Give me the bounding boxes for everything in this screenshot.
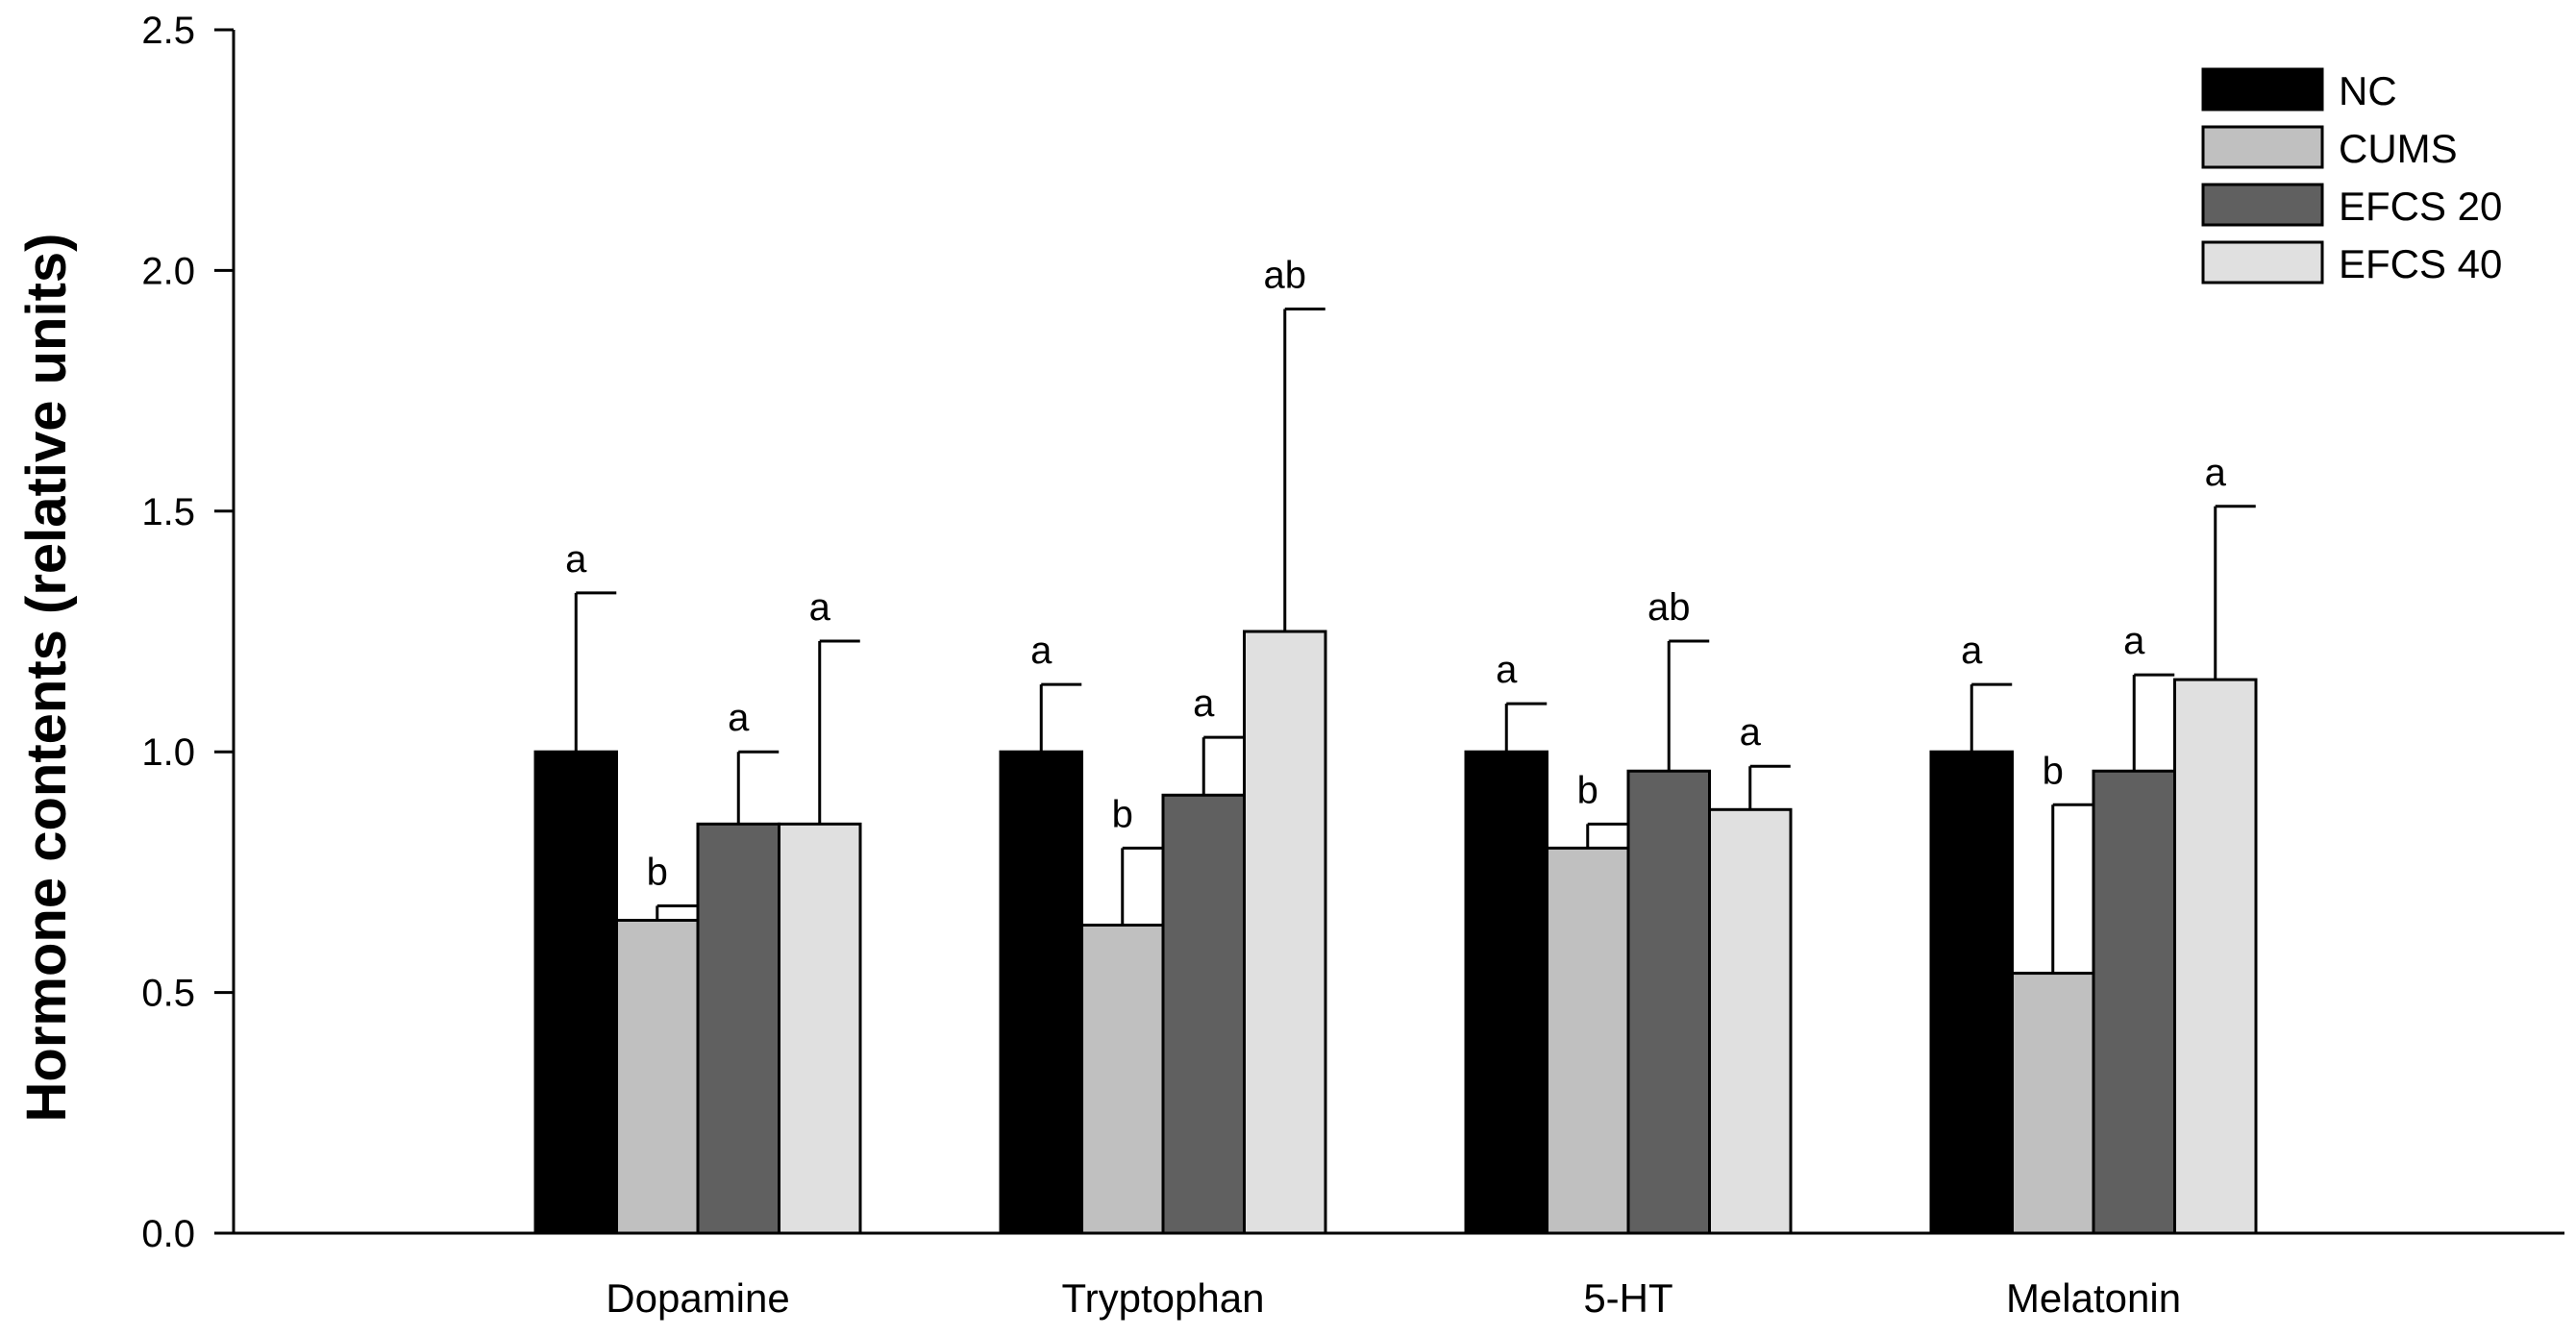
bar (1161, 793, 1246, 1235)
significance-letter: a (1030, 630, 1053, 672)
bars (533, 630, 2258, 1235)
bar (1243, 630, 1327, 1235)
bar (1546, 846, 1630, 1235)
bar (1708, 807, 1793, 1235)
bar (1464, 750, 1548, 1235)
x-tick-label: Tryptophan (1062, 1275, 1265, 1321)
legend-swatch (2201, 125, 2324, 169)
bar (1626, 769, 1711, 1235)
y-tick-label: 2.5 (141, 10, 195, 52)
bar (615, 918, 700, 1235)
legend-label: EFCS 20 (2339, 184, 2502, 229)
bar (778, 822, 862, 1235)
significance-letter: b (647, 851, 668, 893)
significance-letter: ab (1647, 586, 1691, 629)
bar (2092, 769, 2176, 1235)
significance-letter: a (565, 538, 587, 581)
y-tick-label: 0.5 (141, 973, 195, 1015)
significance-letter: a (1961, 630, 1983, 672)
error-bars (574, 307, 2256, 974)
y-axis-title: Hormone contents (relative units) (15, 234, 78, 1123)
significance-letter: a (2123, 620, 2145, 662)
y-tick-label: 0.0 (141, 1213, 195, 1255)
significance-letter: ab (1264, 254, 1307, 296)
legend-swatch (2201, 67, 2324, 111)
x-tick-label: Dopamine (606, 1275, 789, 1321)
significance-letter: a (2205, 452, 2227, 494)
bar (2173, 678, 2258, 1235)
legend-label: EFCS 40 (2339, 241, 2502, 286)
significance-letter: a (1496, 649, 1518, 691)
x-tick-label: Melatonin (2006, 1275, 2181, 1321)
significance-letter: b (1577, 769, 1598, 811)
bar (533, 750, 618, 1235)
legend: NC CUMS EFCS 20 EFCS 40 (2201, 67, 2502, 286)
y-tick-label: 1.5 (141, 491, 195, 533)
bar (696, 822, 780, 1235)
x-tick-label: 5-HT (1583, 1275, 1672, 1321)
bar (1080, 923, 1165, 1235)
legend-label: NC (2339, 68, 2397, 113)
significance-letter: a (1193, 682, 1215, 725)
y-tick-label: 2.0 (141, 250, 195, 292)
significance-letter: a (809, 586, 831, 629)
bar (1929, 750, 2014, 1235)
bar (2011, 972, 2095, 1235)
axes: 0.0 0.5 1.0 1.5 2.0 2.5 Dopamine Tryptophan 5-HT… (141, 10, 2564, 1321)
legend-swatch (2201, 183, 2324, 227)
significance-letter: a (728, 697, 750, 739)
significance-letter: b (1112, 793, 1133, 835)
legend-swatch (2201, 240, 2324, 285)
legend-label: CUMS (2339, 126, 2458, 171)
y-tick-label: 1.0 (141, 731, 195, 774)
significance-letter: b (2043, 750, 2064, 792)
significance-letter: a (1740, 711, 1762, 754)
bar (999, 750, 1083, 1235)
